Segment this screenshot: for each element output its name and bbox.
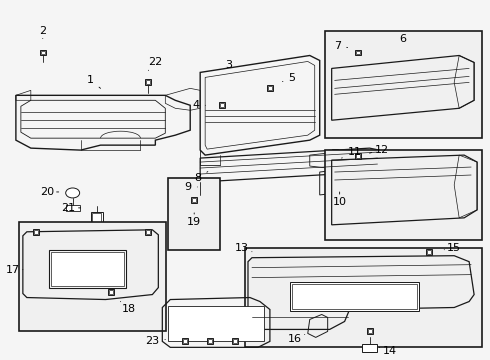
Bar bbox=[92, 213, 100, 223]
Bar bbox=[108, 289, 113, 293]
Text: 9: 9 bbox=[185, 182, 197, 192]
Bar bbox=[183, 339, 187, 343]
Text: 19: 19 bbox=[187, 213, 201, 227]
Text: 17: 17 bbox=[6, 265, 23, 275]
Bar bbox=[362, 345, 377, 352]
Bar bbox=[368, 329, 371, 333]
Bar bbox=[146, 229, 151, 235]
Bar bbox=[168, 306, 264, 341]
Bar bbox=[147, 80, 150, 84]
Text: 11: 11 bbox=[342, 147, 362, 158]
Text: 5: 5 bbox=[283, 73, 295, 84]
Bar bbox=[325, 150, 482, 240]
Bar bbox=[147, 230, 150, 234]
Bar bbox=[33, 229, 39, 235]
Bar bbox=[219, 102, 225, 108]
Bar bbox=[146, 80, 151, 85]
Text: 21: 21 bbox=[62, 203, 81, 213]
Bar bbox=[268, 86, 272, 90]
Bar bbox=[290, 282, 419, 311]
Text: 16: 16 bbox=[288, 334, 305, 345]
Bar bbox=[49, 250, 126, 288]
Text: 23: 23 bbox=[146, 336, 165, 346]
Text: 2: 2 bbox=[39, 26, 47, 39]
Bar bbox=[356, 50, 360, 54]
Bar bbox=[355, 153, 361, 159]
Bar bbox=[245, 248, 482, 347]
Bar bbox=[333, 150, 337, 154]
Bar bbox=[191, 197, 197, 203]
Bar bbox=[51, 252, 124, 285]
Bar bbox=[325, 31, 482, 138]
Text: 22: 22 bbox=[148, 58, 163, 71]
Bar bbox=[168, 178, 220, 250]
Bar bbox=[192, 198, 196, 202]
Text: 4: 4 bbox=[193, 100, 205, 110]
Text: 10: 10 bbox=[333, 192, 346, 207]
Bar bbox=[41, 50, 45, 54]
Bar bbox=[91, 212, 102, 226]
Bar bbox=[367, 328, 372, 334]
Bar bbox=[207, 338, 213, 345]
Bar bbox=[213, 181, 217, 185]
Text: 13: 13 bbox=[235, 243, 252, 253]
Bar bbox=[232, 338, 238, 345]
Bar bbox=[40, 50, 46, 55]
Bar bbox=[107, 289, 114, 294]
Text: 3: 3 bbox=[225, 60, 232, 71]
Bar bbox=[355, 50, 361, 55]
Bar bbox=[427, 250, 431, 254]
Bar bbox=[220, 103, 224, 107]
Text: 8: 8 bbox=[195, 172, 208, 183]
Bar bbox=[356, 154, 360, 158]
Bar bbox=[34, 230, 38, 234]
Bar bbox=[267, 85, 273, 91]
Bar bbox=[212, 180, 218, 186]
Bar bbox=[19, 222, 166, 332]
Bar bbox=[208, 339, 212, 343]
Bar bbox=[332, 149, 338, 155]
Text: 20: 20 bbox=[40, 187, 59, 197]
Text: 18: 18 bbox=[121, 302, 136, 315]
Text: 1: 1 bbox=[87, 75, 100, 88]
Text: 14: 14 bbox=[379, 346, 396, 356]
Text: 12: 12 bbox=[369, 145, 389, 155]
Text: 15: 15 bbox=[444, 243, 461, 253]
Ellipse shape bbox=[66, 188, 80, 198]
Bar bbox=[233, 339, 237, 343]
Bar bbox=[292, 284, 417, 310]
Bar bbox=[66, 205, 80, 211]
Bar bbox=[182, 338, 188, 345]
Text: 7: 7 bbox=[334, 41, 347, 50]
Text: 6: 6 bbox=[399, 33, 406, 44]
Bar bbox=[426, 249, 432, 255]
